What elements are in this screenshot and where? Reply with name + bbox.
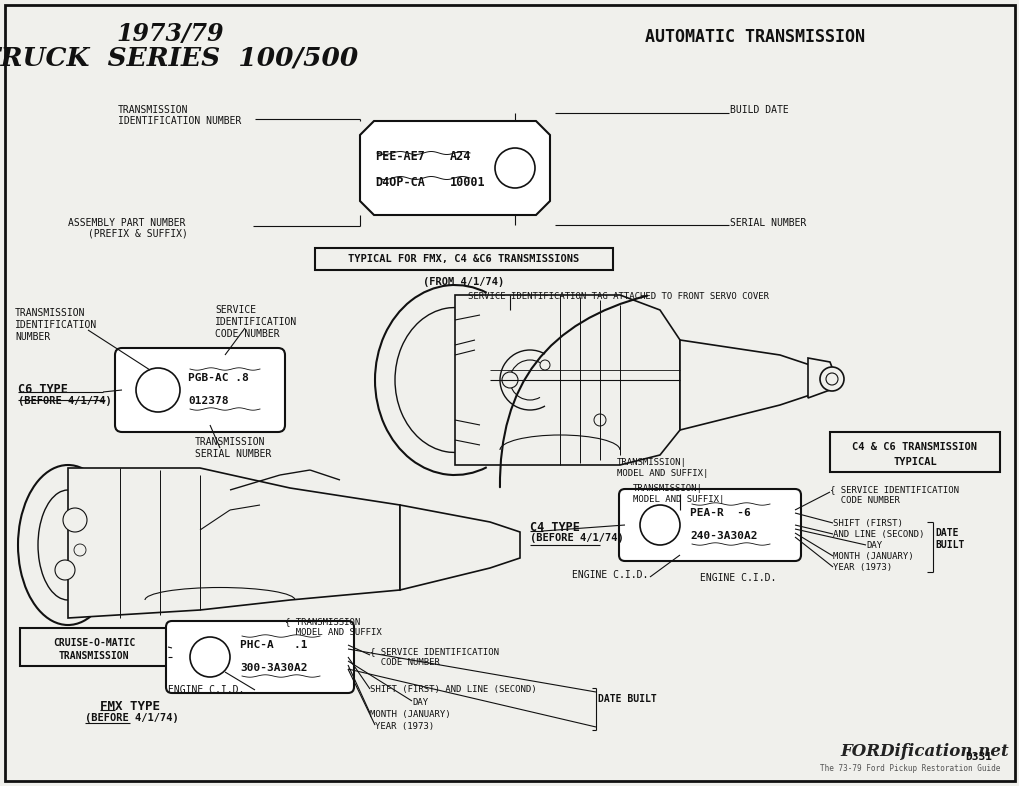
Text: { SERVICE IDENTIFICATION: { SERVICE IDENTIFICATION xyxy=(829,485,958,494)
Text: D331: D331 xyxy=(964,752,991,762)
Text: 10001: 10001 xyxy=(449,175,485,189)
Text: BUILT: BUILT xyxy=(934,540,963,550)
Text: IDENTIFICATION NUMBER: IDENTIFICATION NUMBER xyxy=(118,116,242,126)
Polygon shape xyxy=(360,121,549,215)
Text: CODE NUMBER: CODE NUMBER xyxy=(215,329,279,339)
Text: PEA-R  -6: PEA-R -6 xyxy=(689,508,750,518)
Text: MODEL AND SUFFIX|: MODEL AND SUFFIX| xyxy=(616,469,707,478)
Bar xyxy=(829,432,999,472)
Text: C4 & C6 TRANSMISSION: C4 & C6 TRANSMISSION xyxy=(852,442,976,452)
Text: YEAR (1973): YEAR (1973) xyxy=(375,722,434,731)
Text: DAY: DAY xyxy=(412,698,428,707)
Text: PHC-A   .1: PHC-A .1 xyxy=(239,640,307,650)
Text: C6 TYPE: C6 TYPE xyxy=(18,383,68,396)
Text: { SERVICE IDENTIFICATION: { SERVICE IDENTIFICATION xyxy=(370,647,498,656)
Polygon shape xyxy=(807,358,835,398)
Text: TYPICAL FOR FMX, C4 &C6 TRANSMISSIONS: TYPICAL FOR FMX, C4 &C6 TRANSMISSIONS xyxy=(348,254,579,264)
Circle shape xyxy=(593,414,605,426)
Text: AUTOMATIC TRANSMISSION: AUTOMATIC TRANSMISSION xyxy=(644,28,864,46)
Circle shape xyxy=(539,360,549,370)
Bar xyxy=(315,248,612,270)
Text: TYPICAL: TYPICAL xyxy=(893,457,936,467)
Text: CODE NUMBER: CODE NUMBER xyxy=(829,496,899,505)
Text: TRANSMISSION: TRANSMISSION xyxy=(118,105,189,115)
Text: (BEFORE 4/1/74): (BEFORE 4/1/74) xyxy=(18,396,112,406)
Text: SERIAL NUMBER: SERIAL NUMBER xyxy=(730,218,806,228)
Text: (BEFORE 4/1/74): (BEFORE 4/1/74) xyxy=(530,533,624,543)
Text: DAY: DAY xyxy=(865,541,881,550)
Circle shape xyxy=(55,560,75,580)
Text: 240-3A30A2: 240-3A30A2 xyxy=(689,531,757,541)
Circle shape xyxy=(825,373,838,385)
Text: MODEL AND SUFFIX|: MODEL AND SUFFIX| xyxy=(633,495,723,504)
Text: SERVICE IDENTIFICATION TAG ATTACHED TO FRONT SERVO COVER: SERVICE IDENTIFICATION TAG ATTACHED TO F… xyxy=(468,292,768,301)
Text: TRANSMISSION: TRANSMISSION xyxy=(15,308,86,318)
Text: MONTH (JANUARY): MONTH (JANUARY) xyxy=(833,552,913,561)
Text: DATE: DATE xyxy=(934,528,958,538)
Text: ENGINE C.I.D.: ENGINE C.I.D. xyxy=(572,570,648,580)
Text: TRANSMISSION: TRANSMISSION xyxy=(195,437,265,447)
Polygon shape xyxy=(399,505,520,590)
Text: C4 TYPE: C4 TYPE xyxy=(530,521,580,534)
Circle shape xyxy=(494,148,535,188)
Text: IDENTIFICATION: IDENTIFICATION xyxy=(15,320,97,330)
Text: { TRANSMISSION: { TRANSMISSION xyxy=(284,617,360,626)
FancyBboxPatch shape xyxy=(115,348,284,432)
Circle shape xyxy=(501,372,518,388)
Text: MONTH (JANUARY): MONTH (JANUARY) xyxy=(370,710,450,719)
FancyBboxPatch shape xyxy=(619,489,800,561)
Circle shape xyxy=(639,505,680,545)
Text: FMX TYPE: FMX TYPE xyxy=(100,700,160,713)
Text: TRUCK  SERIES  100/500: TRUCK SERIES 100/500 xyxy=(0,46,359,71)
Text: (BEFORE 4/1/74): (BEFORE 4/1/74) xyxy=(85,713,178,723)
Text: The 73-79 Ford Pickup Restoration Guide: The 73-79 Ford Pickup Restoration Guide xyxy=(819,764,1000,773)
Text: SHIFT (FIRST) AND LINE (SECOND): SHIFT (FIRST) AND LINE (SECOND) xyxy=(370,685,536,694)
FancyBboxPatch shape xyxy=(166,621,354,693)
Text: TRANSMISSION|: TRANSMISSION| xyxy=(616,458,686,467)
Text: IDENTIFICATION: IDENTIFICATION xyxy=(215,317,297,327)
Text: (PREFIX & SUFFIX): (PREFIX & SUFFIX) xyxy=(88,229,187,239)
Text: SHIFT (FIRST): SHIFT (FIRST) xyxy=(833,519,902,528)
Circle shape xyxy=(63,508,87,532)
Circle shape xyxy=(74,544,86,556)
Text: CODE NUMBER: CODE NUMBER xyxy=(370,658,439,667)
Text: TRANSMISSION: TRANSMISSION xyxy=(59,651,129,661)
Text: BUILD DATE: BUILD DATE xyxy=(730,105,788,115)
Text: AND LINE (SECOND): AND LINE (SECOND) xyxy=(833,530,923,539)
Text: 1973/79: 1973/79 xyxy=(116,22,223,46)
Text: D4OP-CA: D4OP-CA xyxy=(375,175,425,189)
Circle shape xyxy=(819,367,843,391)
Polygon shape xyxy=(454,295,680,465)
Text: ENGINE C.I.D.: ENGINE C.I.D. xyxy=(168,685,245,695)
Text: 300-3A30A2: 300-3A30A2 xyxy=(239,663,307,673)
Text: ASSEMBLY PART NUMBER: ASSEMBLY PART NUMBER xyxy=(68,218,185,228)
Text: YEAR (1973): YEAR (1973) xyxy=(833,563,892,572)
Bar xyxy=(20,628,168,666)
Text: ENGINE C.I.D.: ENGINE C.I.D. xyxy=(699,573,775,583)
Text: PEE-AE7: PEE-AE7 xyxy=(375,149,425,163)
Text: TRANSMISSION|: TRANSMISSION| xyxy=(633,484,702,493)
Text: SERIAL NUMBER: SERIAL NUMBER xyxy=(195,449,271,459)
Circle shape xyxy=(190,637,229,677)
Text: SERVICE: SERVICE xyxy=(215,305,256,315)
Text: 012378: 012378 xyxy=(187,396,228,406)
Text: CRUISE-O-MATIC: CRUISE-O-MATIC xyxy=(53,638,135,648)
Polygon shape xyxy=(680,340,809,430)
Text: NUMBER: NUMBER xyxy=(15,332,50,342)
Polygon shape xyxy=(68,468,399,618)
Text: MODEL AND SUFFIX: MODEL AND SUFFIX xyxy=(284,628,381,637)
Text: DATE BUILT: DATE BUILT xyxy=(597,694,656,704)
Text: (FROM 4/1/74): (FROM 4/1/74) xyxy=(423,277,504,287)
Text: A24: A24 xyxy=(449,149,471,163)
Circle shape xyxy=(136,368,179,412)
Text: PGB-AC .8: PGB-AC .8 xyxy=(187,373,249,383)
Text: FORDification.net: FORDification.net xyxy=(840,743,1008,760)
